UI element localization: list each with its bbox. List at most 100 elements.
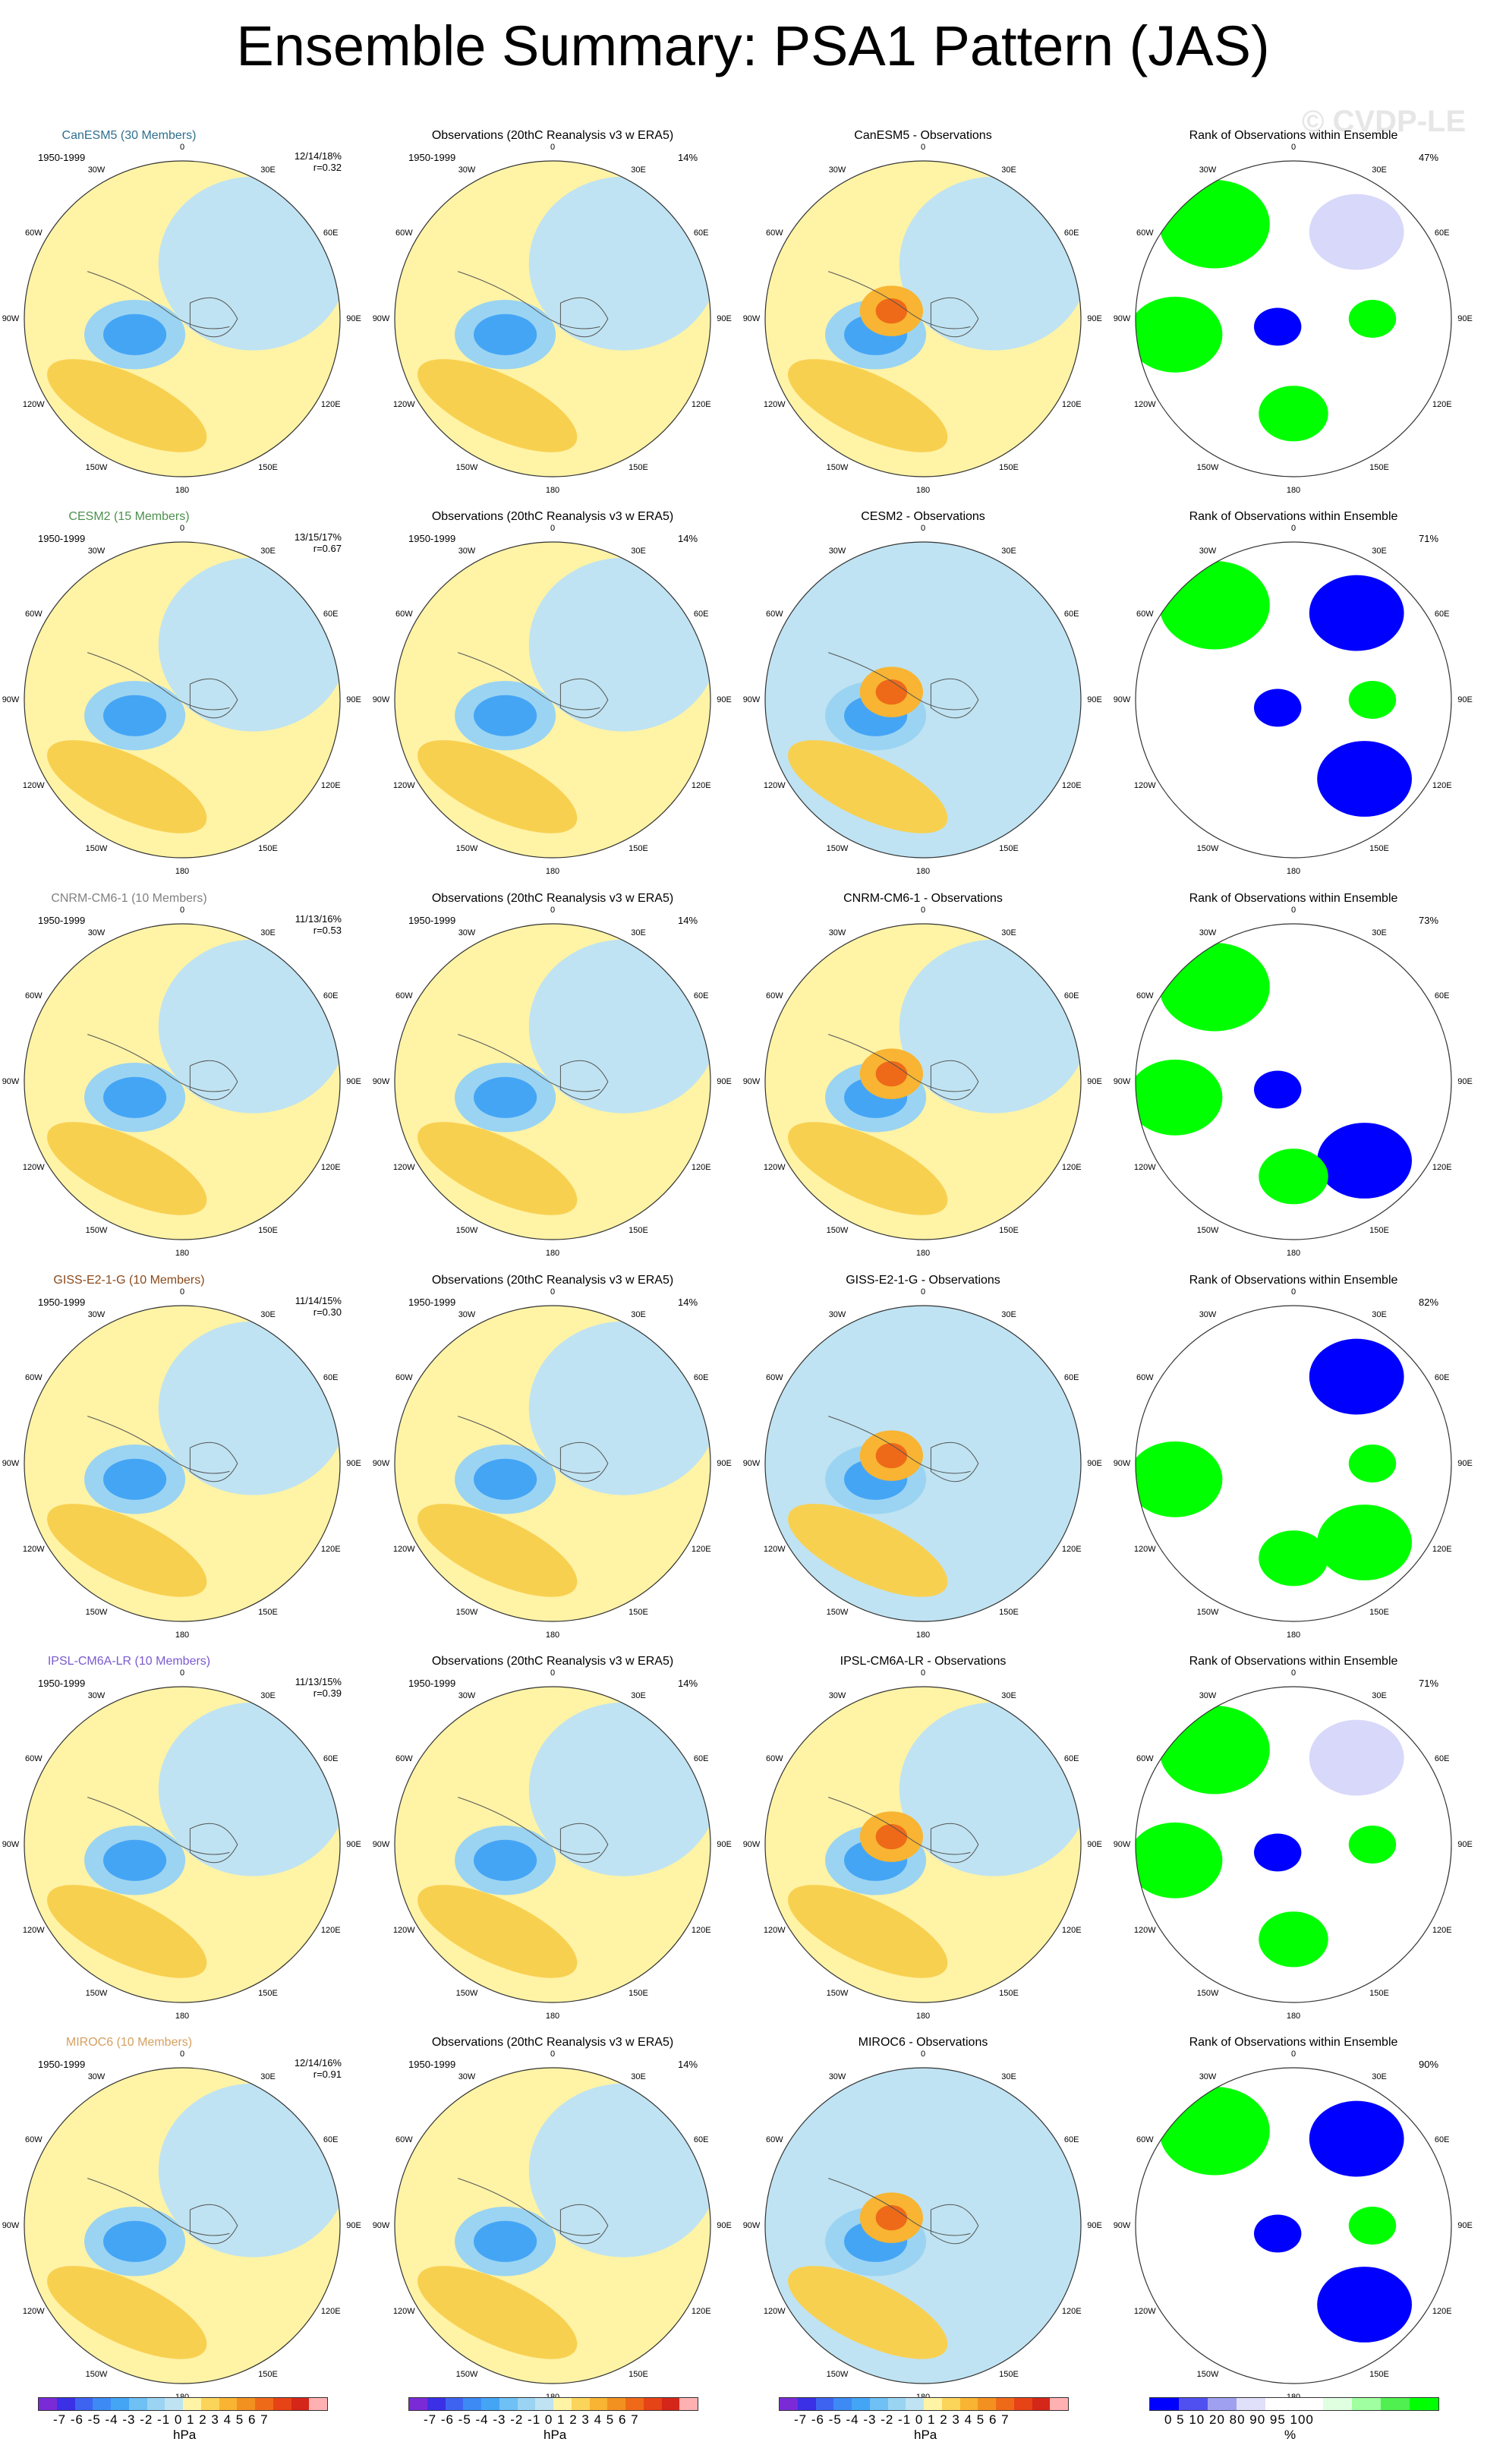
longitude-label: 60W <box>765 228 783 238</box>
longitude-label: 90W <box>742 2221 761 2230</box>
longitude-label: 60E <box>693 1373 709 1382</box>
longitude-label: 120W <box>1133 1163 1156 1172</box>
model-title: IPSL-CM6A-LR (10 Members) <box>47 1655 211 1668</box>
longitude-label: 90W <box>1113 1459 1131 1468</box>
longitude-label: 60E <box>1063 991 1079 1000</box>
longitude-label: 120W <box>1133 1926 1156 1935</box>
obs-title: Observations (20thC Reanalysis v3 w ERA5… <box>431 510 674 523</box>
longitude-label: 90E <box>717 1840 732 1849</box>
longitude-label: 0 <box>1290 524 1296 533</box>
longitude-label: 120E <box>320 781 341 790</box>
longitude-label: 120E <box>1432 1545 1452 1554</box>
longitude-label: 30W <box>1199 547 1217 556</box>
longitude-label: 30W <box>828 1691 846 1701</box>
colorbar-hpa <box>779 2397 1069 2411</box>
longitude-label: 30W <box>87 2072 106 2082</box>
longitude-label: 90W <box>1113 314 1131 323</box>
longitude-label: 60W <box>395 1373 413 1382</box>
longitude-label: 60E <box>1434 1373 1450 1382</box>
longitude-label: 180 <box>915 486 931 495</box>
rank-map <box>1135 1686 1452 2003</box>
obs-pct: 14% <box>678 1297 698 1308</box>
longitude-label: 120E <box>1061 1163 1082 1172</box>
longitude-label: 150W <box>826 2369 849 2379</box>
rank-map <box>1135 1305 1452 1622</box>
longitude-label: 90W <box>742 1077 761 1086</box>
period-label: 1950-1999 <box>408 1297 456 1308</box>
longitude-label: 150W <box>455 462 478 472</box>
longitude-label: 120W <box>392 1545 415 1554</box>
longitude-label: 90W <box>2 314 20 323</box>
colorbar-unit: hPa <box>914 2428 937 2442</box>
obs-title: Observations (20thC Reanalysis v3 w ERA5… <box>431 892 674 905</box>
longitude-label: 150E <box>629 462 648 472</box>
longitude-label: 30E <box>1001 165 1016 175</box>
longitude-label: 30W <box>1199 928 1217 938</box>
longitude-label: 90E <box>1457 695 1473 704</box>
longitude-label: 120E <box>320 2307 341 2316</box>
longitude-label: 30E <box>260 165 276 175</box>
longitude-label: 120W <box>763 2307 786 2316</box>
longitude-label: 150W <box>85 2369 108 2379</box>
rank-pct: 82% <box>1419 1297 1439 1308</box>
longitude-label: 0 <box>920 143 926 152</box>
longitude-label: 60W <box>395 991 413 1000</box>
contour-map <box>394 2067 711 2384</box>
longitude-label: 180 <box>915 867 931 876</box>
longitude-label: 120E <box>691 2307 711 2316</box>
longitude-label: 30W <box>87 928 106 938</box>
longitude-label: 0 <box>550 524 556 533</box>
longitude-label: 150W <box>455 1988 478 1998</box>
longitude-label: 150W <box>85 1607 108 1617</box>
longitude-label: 180 <box>545 867 560 876</box>
longitude-label: 60W <box>765 610 783 619</box>
longitude-label: 60W <box>24 1373 43 1382</box>
longitude-label: 60E <box>323 2135 339 2144</box>
contour-map <box>24 923 341 1240</box>
longitude-label: 0 <box>179 524 185 533</box>
longitude-label: 0 <box>920 1287 926 1297</box>
pattern-correlation: r=0.30 <box>313 1306 342 1318</box>
longitude-label: 120W <box>763 781 786 790</box>
longitude-label: 30W <box>1199 1691 1217 1701</box>
longitude-label: 0 <box>550 1287 556 1297</box>
obs-pct: 14% <box>678 152 698 163</box>
colorbar-unit: hPa <box>543 2428 567 2442</box>
longitude-label: 30W <box>87 547 106 556</box>
obs-pct: 14% <box>678 533 698 544</box>
longitude-label: 90W <box>2 1077 20 1086</box>
diff-title: CNRM-CM6-1 - Observations <box>843 892 1003 905</box>
longitude-label: 60E <box>1434 991 1450 1000</box>
longitude-label: 60W <box>395 2135 413 2144</box>
longitude-label: 120E <box>691 781 711 790</box>
longitude-label: 60E <box>693 610 709 619</box>
contour-map <box>394 923 711 1240</box>
longitude-label: 150W <box>1196 2369 1219 2379</box>
longitude-label: 0 <box>920 524 926 533</box>
period-label: 1950-1999 <box>38 533 86 544</box>
longitude-label: 120W <box>392 781 415 790</box>
longitude-label: 60W <box>1136 1754 1154 1763</box>
longitude-label: 30W <box>828 2072 846 2082</box>
colorbar-ticks: -7 -6 -5 -4 -3 -2 -1 0 1 2 3 4 5 6 7 <box>53 2412 269 2427</box>
longitude-label: 180 <box>915 1631 931 1640</box>
longitude-label: 180 <box>545 1631 560 1640</box>
longitude-label: 150E <box>1369 2369 1389 2379</box>
longitude-label: 120E <box>1432 400 1452 409</box>
longitude-label: 90E <box>717 2221 732 2230</box>
contour-map <box>394 160 711 477</box>
obs-title: Observations (20thC Reanalysis v3 w ERA5… <box>431 1655 674 1668</box>
longitude-label: 60W <box>1136 991 1154 1000</box>
longitude-label: 90W <box>372 695 390 704</box>
model-title: CanESM5 (30 Members) <box>61 129 197 142</box>
longitude-label: 0 <box>550 906 556 915</box>
longitude-label: 30W <box>87 1310 106 1320</box>
longitude-label: 120E <box>320 1545 341 1554</box>
longitude-label: 90E <box>346 695 361 704</box>
longitude-label: 120W <box>763 400 786 409</box>
longitude-label: 180 <box>1286 1631 1301 1640</box>
longitude-label: 60E <box>693 2135 709 2144</box>
longitude-label: 0 <box>1290 143 1296 152</box>
longitude-label: 180 <box>1286 1249 1301 1258</box>
longitude-label: 30E <box>631 1310 646 1320</box>
